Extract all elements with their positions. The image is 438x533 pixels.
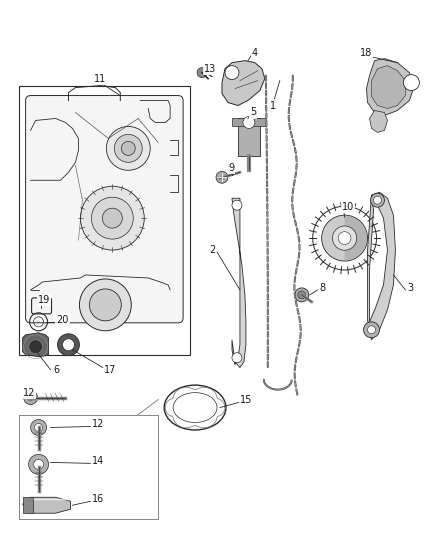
- Polygon shape: [222, 61, 265, 106]
- Text: 1: 1: [270, 101, 276, 110]
- Text: 2: 2: [209, 245, 215, 255]
- Polygon shape: [232, 198, 246, 368]
- Circle shape: [338, 232, 351, 245]
- Text: 8: 8: [320, 283, 326, 293]
- Wedge shape: [345, 216, 367, 261]
- Circle shape: [89, 289, 121, 321]
- FancyBboxPatch shape: [25, 95, 183, 323]
- Text: 5: 5: [250, 108, 256, 117]
- Polygon shape: [23, 497, 71, 513]
- Text: 3: 3: [407, 283, 413, 293]
- Text: 4: 4: [252, 47, 258, 58]
- Polygon shape: [23, 333, 49, 357]
- Text: 15: 15: [240, 394, 252, 405]
- Circle shape: [121, 141, 135, 155]
- Circle shape: [232, 200, 242, 210]
- Circle shape: [332, 226, 357, 250]
- Text: 18: 18: [360, 47, 372, 58]
- Circle shape: [232, 353, 242, 362]
- Circle shape: [374, 196, 381, 204]
- Circle shape: [63, 339, 74, 351]
- Circle shape: [321, 215, 367, 261]
- Circle shape: [81, 186, 144, 250]
- Text: 9: 9: [228, 163, 234, 173]
- Text: 12: 12: [23, 387, 35, 398]
- Circle shape: [216, 171, 228, 183]
- Circle shape: [295, 288, 309, 302]
- Circle shape: [92, 197, 133, 239]
- Text: 14: 14: [92, 456, 105, 466]
- Text: 10: 10: [342, 202, 354, 212]
- Circle shape: [28, 394, 34, 401]
- Circle shape: [31, 419, 46, 435]
- Text: 11: 11: [94, 74, 106, 84]
- Circle shape: [371, 193, 385, 207]
- Circle shape: [106, 126, 150, 171]
- Circle shape: [28, 340, 42, 354]
- Bar: [23, 497, 32, 513]
- Circle shape: [24, 391, 38, 405]
- Bar: [232, 118, 266, 126]
- Circle shape: [197, 68, 207, 78]
- Circle shape: [403, 75, 419, 91]
- Polygon shape: [371, 66, 406, 109]
- Polygon shape: [367, 192, 396, 340]
- Circle shape: [79, 279, 131, 331]
- Text: 20: 20: [57, 315, 69, 325]
- Circle shape: [243, 117, 255, 128]
- Text: 16: 16: [92, 494, 105, 504]
- Bar: [238, 118, 260, 156]
- Circle shape: [298, 291, 306, 299]
- Polygon shape: [370, 110, 388, 132]
- Text: 13: 13: [204, 63, 216, 74]
- Polygon shape: [367, 59, 414, 116]
- Circle shape: [102, 208, 122, 228]
- Text: 12: 12: [92, 419, 105, 430]
- Text: 17: 17: [104, 365, 117, 375]
- Text: 6: 6: [53, 365, 60, 375]
- Circle shape: [28, 455, 49, 474]
- Circle shape: [114, 134, 142, 163]
- Circle shape: [364, 322, 379, 338]
- Circle shape: [34, 459, 43, 470]
- Circle shape: [35, 424, 42, 432]
- Bar: [19, 86, 190, 355]
- Circle shape: [57, 334, 79, 356]
- Text: 19: 19: [38, 295, 50, 305]
- Circle shape: [225, 66, 239, 79]
- Circle shape: [367, 326, 375, 334]
